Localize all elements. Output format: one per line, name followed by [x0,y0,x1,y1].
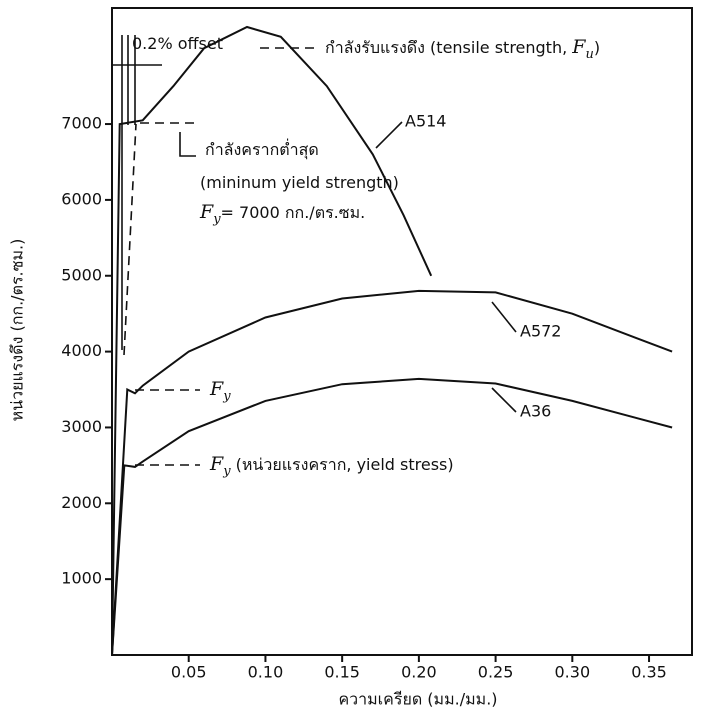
plot-frame [112,8,692,655]
chart: ความเครียด (มม./มม.) หน่วยแรงดึง (กก./ตร… [0,0,707,713]
label-leader [492,388,516,412]
y-tick-label: 3000 [61,417,102,436]
x-axis-title: ความเครียด (มม./มม.) [338,690,497,709]
symbol: F [199,201,214,223]
offset-dashed [124,124,136,355]
y-tick-label: 2000 [61,493,102,512]
label-leader [376,122,402,148]
y-tick-label: 7000 [61,114,102,133]
symbol: F [209,378,224,400]
annotation: Fy [209,378,231,404]
x-tick-label: 0.35 [631,663,667,682]
series-label: A514 [405,112,446,131]
series-line [112,27,431,655]
y-tick-label: 1000 [61,569,102,588]
annotation: Fy (หน่วยแรงคราก, yield stress) [209,453,454,479]
x-tick-label: 0.30 [555,663,591,682]
annotation-guides [112,35,516,465]
annotation-text: (mininum yield strength) [200,173,399,192]
symbol: F [571,36,586,58]
annotation: กำลังรับแรงดึง (tensile strength, Fu) [325,36,600,62]
annotation: 0.2% offset [132,34,223,53]
bracket [180,132,196,156]
x-tick-label: 0.10 [248,663,284,682]
series-line [112,379,672,655]
x-tick-label: 0.25 [478,663,514,682]
y-tick-label: 6000 [61,189,102,208]
y-tick-label: 5000 [61,265,102,284]
annotation: กำลังครากต่ำสุด [205,138,319,160]
x-tick-label: 0.15 [324,663,360,682]
y-tick-label: 4000 [61,341,102,360]
symbol: F [209,453,224,475]
annotation-text: กำลังรับแรงดึง (tensile strength, [325,38,572,57]
y-axis-title: หน่วยแรงดึง (กก./ตร.ซม.) [8,239,27,422]
annotation-text: กำลังครากต่ำสุด [205,138,319,160]
subscript: y [222,389,231,404]
series-label: A572 [520,322,561,341]
annotation: Fy= 7000 กก./ตร.ซม. [199,201,365,227]
annotation: (mininum yield strength) [200,173,399,192]
annotation-text: (หน่วยแรงคราก, yield stress) [231,455,454,474]
label-leader [492,302,516,332]
x-tick-label: 0.05 [171,663,207,682]
annotation-text: = 7000 กก./ตร.ซม. [221,203,366,222]
annotation-text: 0.2% offset [132,34,223,53]
series-label: A36 [520,402,551,421]
annotation-text: ) [594,38,600,57]
subscript: u [585,47,593,62]
x-tick-label: 0.20 [401,663,437,682]
